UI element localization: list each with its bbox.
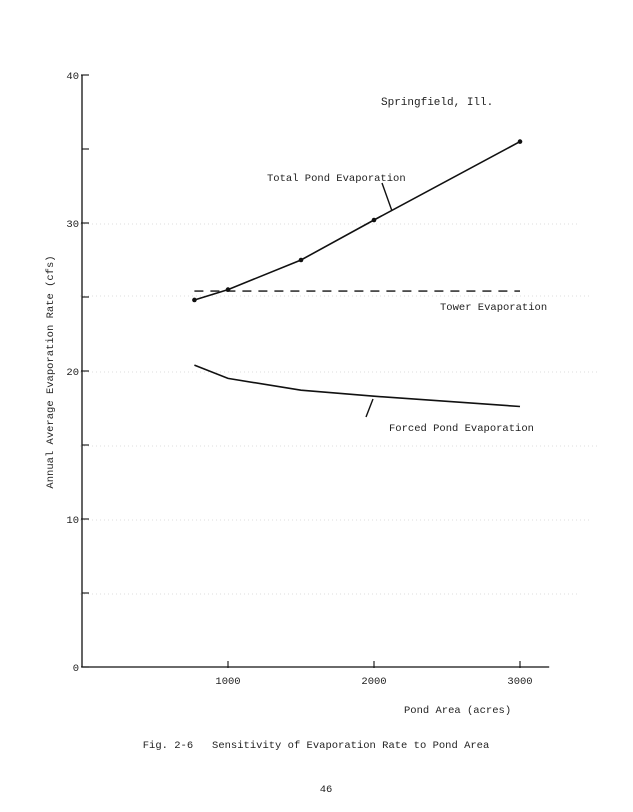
- y-axis-ticks: 0 10 20 30 40: [66, 71, 89, 675]
- location-annotation: Springfield, Ill.: [381, 97, 493, 109]
- series-line: [194, 140, 521, 301]
- scan-artifacts: [80, 223, 600, 595]
- y-tick-label: 40: [66, 71, 79, 83]
- data-point: [192, 297, 197, 303]
- y-tick-label: 10: [66, 515, 79, 527]
- series-0: [192, 139, 523, 303]
- figure-caption: Fig. 2-6 Sensitivity of Evaporation Rate…: [143, 740, 490, 752]
- series-line: [194, 364, 521, 408]
- series-label-total-pond: Total Pond Evaporation: [267, 173, 406, 185]
- series-2: [194, 364, 521, 408]
- data-point: [517, 139, 523, 144]
- x-axis-label: Pond Area (acres): [404, 705, 511, 717]
- data-point: [298, 257, 304, 263]
- series-label-tower: Tower Evaporation: [440, 302, 547, 314]
- x-tick-label: 2000: [361, 676, 386, 688]
- series-label-forced-pond: Forced Pond Evaporation: [389, 423, 534, 435]
- y-tick-label: 0: [73, 663, 79, 675]
- forced-pond-leader-line: [365, 398, 374, 418]
- series-layer: [192, 139, 523, 408]
- x-axis-ticks: 1000 2000 3000: [215, 661, 533, 688]
- total-pond-leader-line: [381, 182, 393, 212]
- x-tick-label: 3000: [507, 676, 532, 688]
- page-number: 46: [320, 784, 333, 796]
- y-tick-label: 20: [66, 367, 79, 379]
- data-point: [371, 217, 377, 223]
- x-tick-label: 1000: [215, 676, 240, 688]
- y-tick-label: 30: [66, 219, 79, 231]
- y-axis-label: Annual Average Evaporation Rate (cfs): [45, 255, 57, 488]
